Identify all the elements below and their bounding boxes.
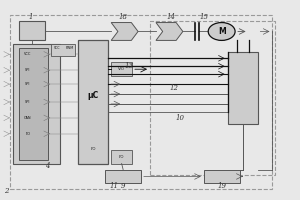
Text: 4: 4: [45, 162, 49, 170]
Polygon shape: [111, 23, 138, 40]
Bar: [13, 44, 60, 164]
Bar: [52, 44, 75, 56]
Text: 19: 19: [217, 182, 226, 190]
Text: 12: 12: [169, 84, 178, 92]
Text: 9: 9: [121, 182, 125, 190]
Text: 1: 1: [28, 13, 33, 21]
Text: VCC: VCC: [24, 52, 31, 56]
Bar: [19, 48, 49, 160]
Text: μC: μC: [88, 91, 99, 100]
Text: 2: 2: [4, 187, 9, 195]
Text: 15: 15: [199, 13, 208, 21]
Bar: [228, 52, 257, 124]
Text: M: M: [218, 27, 226, 36]
Text: 10: 10: [176, 114, 184, 122]
Bar: [111, 62, 132, 76]
Text: I/O: I/O: [25, 132, 30, 136]
Text: SPI: SPI: [25, 68, 30, 72]
Text: 11: 11: [110, 182, 119, 190]
Bar: [19, 21, 46, 40]
Text: I/O: I/O: [91, 147, 96, 151]
Text: V/O: V/O: [118, 67, 125, 71]
Bar: [150, 21, 275, 175]
Bar: [111, 150, 132, 164]
Bar: [10, 15, 272, 189]
Text: 18: 18: [118, 13, 127, 21]
Text: 14: 14: [167, 13, 176, 21]
Text: VCC: VCC: [54, 46, 61, 50]
Polygon shape: [156, 23, 183, 40]
Text: 13: 13: [124, 62, 134, 70]
Text: I/O: I/O: [119, 155, 124, 159]
Text: SPI: SPI: [25, 100, 30, 104]
Bar: [78, 40, 108, 164]
Bar: [105, 170, 141, 183]
Text: PWM: PWM: [65, 46, 74, 50]
Text: SPI: SPI: [25, 82, 30, 86]
Text: CAN: CAN: [24, 116, 31, 120]
Circle shape: [208, 23, 235, 40]
Bar: [204, 170, 240, 183]
